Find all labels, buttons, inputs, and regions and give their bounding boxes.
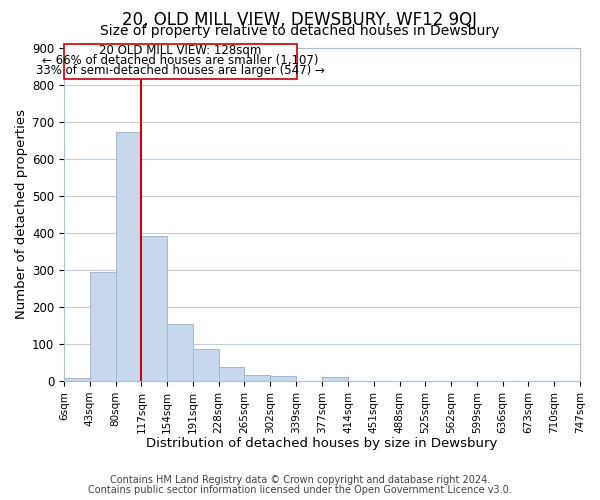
Bar [244,376,270,381]
Text: 20, OLD MILL VIEW, DEWSBURY, WF12 9QJ: 20, OLD MILL VIEW, DEWSBURY, WF12 9QJ [122,11,478,29]
Bar [218,367,244,381]
Bar [116,132,142,381]
Bar [270,376,296,381]
Text: 33% of semi-detached houses are larger (547) →: 33% of semi-detached houses are larger (… [36,64,325,78]
Bar [64,44,296,79]
Text: Contains HM Land Registry data © Crown copyright and database right 2024.: Contains HM Land Registry data © Crown c… [110,475,490,485]
Bar [193,350,218,381]
Bar [64,378,90,381]
X-axis label: Distribution of detached houses by size in Dewsbury: Distribution of detached houses by size … [146,437,498,450]
Text: Size of property relative to detached houses in Dewsbury: Size of property relative to detached ho… [100,24,500,38]
Text: 20 OLD MILL VIEW: 128sqm: 20 OLD MILL VIEW: 128sqm [99,44,262,57]
Text: Contains public sector information licensed under the Open Government Licence v3: Contains public sector information licen… [88,485,512,495]
Bar [90,272,116,381]
Y-axis label: Number of detached properties: Number of detached properties [15,109,28,319]
Text: ← 66% of detached houses are smaller (1,107): ← 66% of detached houses are smaller (1,… [42,54,319,67]
Bar [142,236,167,381]
Bar [167,324,193,381]
Bar [322,378,348,381]
